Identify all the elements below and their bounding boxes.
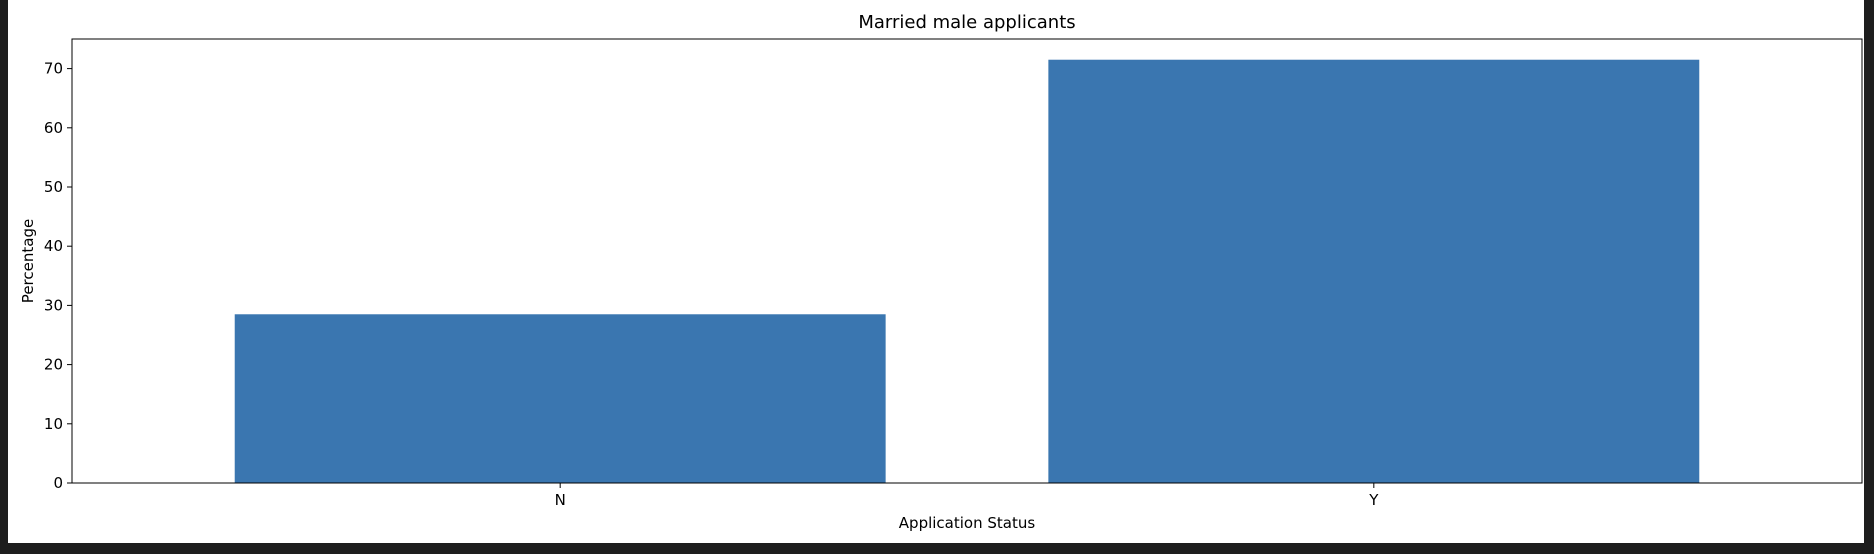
plot-frame xyxy=(71,38,1863,484)
y-tick-label: 60 xyxy=(44,119,63,137)
y-tick-label: 0 xyxy=(53,474,63,492)
x-axis-label: Application Status xyxy=(899,514,1036,532)
y-tick-label: 40 xyxy=(44,237,63,255)
y-tick-label: 20 xyxy=(44,356,63,374)
chart-title: Married male applicants xyxy=(858,12,1075,33)
y-tick-label: 10 xyxy=(44,415,63,433)
bar-n xyxy=(234,314,886,483)
y-tick-label: 30 xyxy=(44,296,63,314)
y-tick-label: 70 xyxy=(44,60,63,78)
y-tick-label: 50 xyxy=(44,178,63,196)
bar-y xyxy=(1048,59,1700,483)
x-tick-label: Y xyxy=(1368,491,1379,509)
bar-chart: Married male applicants 010203040506070 … xyxy=(19,12,1863,532)
chart-figure: Married male applicants 0 10 20 30 40 50 60 70 … xyxy=(8,0,1864,543)
bars-group xyxy=(234,59,1700,483)
y-axis: 0 10 20 30 40 50 60 70 xyxy=(44,60,72,492)
x-tick-label: N xyxy=(555,491,566,509)
y-axis-label: Percentage xyxy=(19,219,37,303)
